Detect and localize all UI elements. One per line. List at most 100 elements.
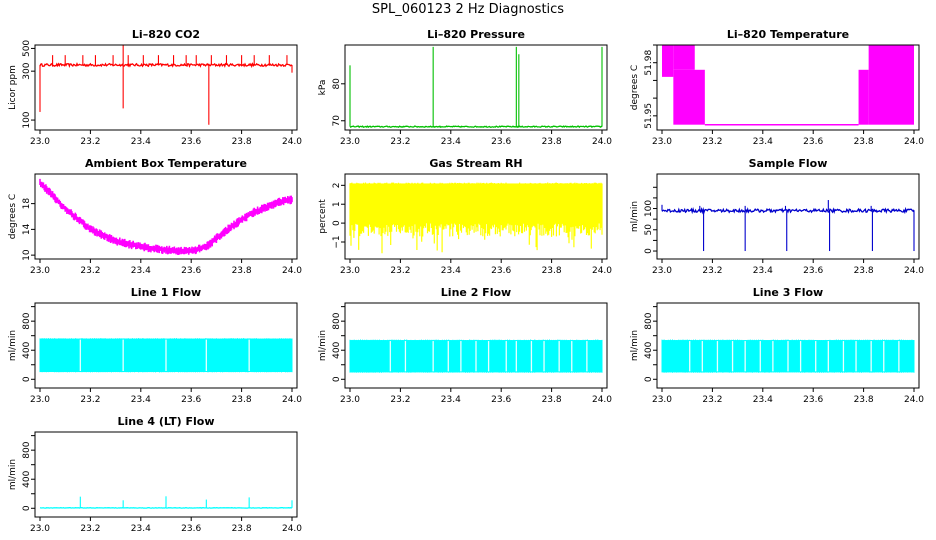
ytick-label-1: 0 (332, 220, 342, 226)
plot-area-sample_flow (661, 200, 915, 252)
xtick-label-2: 23.4 (131, 395, 151, 405)
ytick-label-0: 100 (22, 111, 32, 128)
xtick-label-3: 23.6 (491, 137, 511, 147)
xtick-label-0: 23.0 (652, 266, 672, 276)
xtick-label-1: 23.2 (80, 266, 100, 276)
xtick-label-5: 24.0 (592, 395, 612, 405)
ytick-label-2: 500 (22, 40, 32, 57)
xtick-label-5: 24.0 (904, 395, 924, 405)
band-3 (858, 69, 869, 125)
panel-pressure: Li–820 Pressure 23.0 23.2 23.4 23.6 23.8 24.0 7… (318, 28, 612, 147)
plot-area-co2 (39, 45, 293, 125)
ytick-label-2: 1 (332, 201, 342, 207)
xtick-label-1: 23.2 (390, 266, 410, 276)
plot-area-line3 (661, 339, 915, 373)
ytick-label-0: 0 (332, 376, 342, 382)
panel-line2: Line 2 Flow 23.0 23.2 23.4 23.6 23.8 24.0 0 400 8… (318, 286, 612, 405)
xtick-label-5: 24.0 (592, 266, 612, 276)
ytick-label-0: 0 (644, 248, 654, 254)
xtick-label-1: 23.2 (80, 137, 100, 147)
frame-temperature (656, 44, 920, 131)
ytick-label-4: 800 (22, 312, 32, 329)
xtick-label-5: 24.0 (282, 266, 302, 276)
title-sample_flow: Sample Flow (749, 157, 828, 170)
band-4 (868, 45, 914, 125)
title-line3: Line 3 Flow (753, 286, 823, 299)
flow-jitter (39, 338, 293, 373)
xtick-label-3: 23.6 (181, 524, 201, 534)
panel-line3: Line 3 Flow 23.0 23.2 23.4 23.6 23.8 24.0 0 400 8… (630, 286, 924, 405)
frame-line1 (34, 302, 298, 389)
xtick-label-3: 23.6 (491, 395, 511, 405)
panel-line4: Line 4 (LT) Flow 23.0 23.2 23.4 23.6 23.8 24.0… (8, 415, 302, 534)
title-line4: Line 4 (LT) Flow (118, 415, 215, 428)
xtick-label-2: 23.4 (131, 524, 151, 534)
xtick-label-2: 23.4 (753, 266, 773, 276)
xtick-label-3: 23.6 (803, 266, 823, 276)
xtick-label-0: 23.0 (340, 137, 360, 147)
ytick-label-2: 18 (22, 198, 32, 210)
ylabel-sample_flow: ml/min (630, 201, 640, 232)
ylabel-co2: Licor ppm (8, 65, 18, 110)
xtick-label-2: 23.4 (753, 137, 773, 147)
xtick-label-4: 23.8 (854, 395, 874, 405)
plot-area-pressure (349, 46, 603, 129)
xtick-label-1: 23.2 (80, 524, 100, 534)
frame-line3 (656, 302, 920, 389)
panel-rh: Gas Stream RH 23.0 23.2 23.4 23.6 23.8 24.0 −1 0… (318, 157, 612, 276)
ytick-label-0: 51.95 (644, 103, 654, 129)
xtick-label-3: 23.6 (181, 395, 201, 405)
ylabel-line3: ml/min (630, 330, 640, 361)
xtick-label-4: 23.8 (542, 137, 562, 147)
xtick-label-3: 23.6 (803, 137, 823, 147)
ylabel-pressure: kPa (318, 80, 328, 96)
ylabel-rh: percent (318, 199, 328, 234)
frame-rh (344, 173, 608, 260)
plot-area-rh (349, 182, 603, 254)
plot-area-line1 (39, 338, 293, 373)
title-pressure: Li–820 Pressure (427, 28, 525, 41)
ytick-label-1: 80 (332, 78, 342, 90)
xtick-label-1: 23.2 (702, 395, 722, 405)
ytick-label-2: 400 (332, 341, 342, 358)
ytick-label-4: 800 (644, 312, 654, 329)
xtick-label-4: 23.8 (232, 395, 252, 405)
xtick-label-5: 24.0 (282, 137, 302, 147)
xtick-label-3: 23.6 (181, 137, 201, 147)
xtick-label-4: 23.8 (542, 266, 562, 276)
xtick-label-3: 23.6 (803, 395, 823, 405)
title-co2: Li–820 CO2 (132, 28, 200, 41)
xtick-label-1: 23.2 (702, 266, 722, 276)
ytick-label-0: 0 (644, 376, 654, 382)
panel-line1: Line 1 Flow 23.0 23.2 23.4 23.6 23.8 24.0 0 400 8… (8, 286, 302, 405)
ytick-label-2: 50 (644, 224, 654, 236)
xtick-label-0: 23.0 (340, 395, 360, 405)
ytick-label-3: 2 (332, 182, 342, 188)
frame-line2 (344, 302, 608, 389)
panel-temperature: Li–820 Temperature 23.0 23.2 23.4 23.6 23.8 24… (630, 28, 924, 147)
band-0 (662, 45, 674, 77)
xtick-label-0: 23.0 (30, 266, 50, 276)
ytick-label-4: 800 (332, 312, 342, 329)
xtick-label-1: 23.2 (702, 137, 722, 147)
ytick-label-0: 70 (332, 115, 342, 127)
frame-ambient (34, 173, 298, 260)
ytick-label-2: 400 (644, 341, 654, 358)
xtick-label-5: 24.0 (282, 524, 302, 534)
title-line2: Line 2 Flow (441, 286, 511, 299)
xtick-label-2: 23.4 (131, 266, 151, 276)
xtick-label-0: 23.0 (652, 137, 672, 147)
panel-ambient: Ambient Box Temperature 23.0 23.2 23.4 23.6 2… (8, 157, 302, 276)
xtick-label-4: 23.8 (232, 524, 252, 534)
frame-pressure (344, 44, 608, 131)
xtick-label-0: 23.0 (652, 395, 672, 405)
xtick-label-2: 23.4 (441, 137, 461, 147)
plot-area-temperature (662, 45, 914, 126)
xtick-label-1: 23.2 (80, 395, 100, 405)
xtick-label-3: 23.6 (491, 266, 511, 276)
ylabel-temperature: degrees C (630, 65, 640, 110)
xtick-label-0: 23.0 (30, 137, 50, 147)
title-temperature: Li–820 Temperature (727, 28, 849, 41)
rh-core (350, 183, 602, 224)
